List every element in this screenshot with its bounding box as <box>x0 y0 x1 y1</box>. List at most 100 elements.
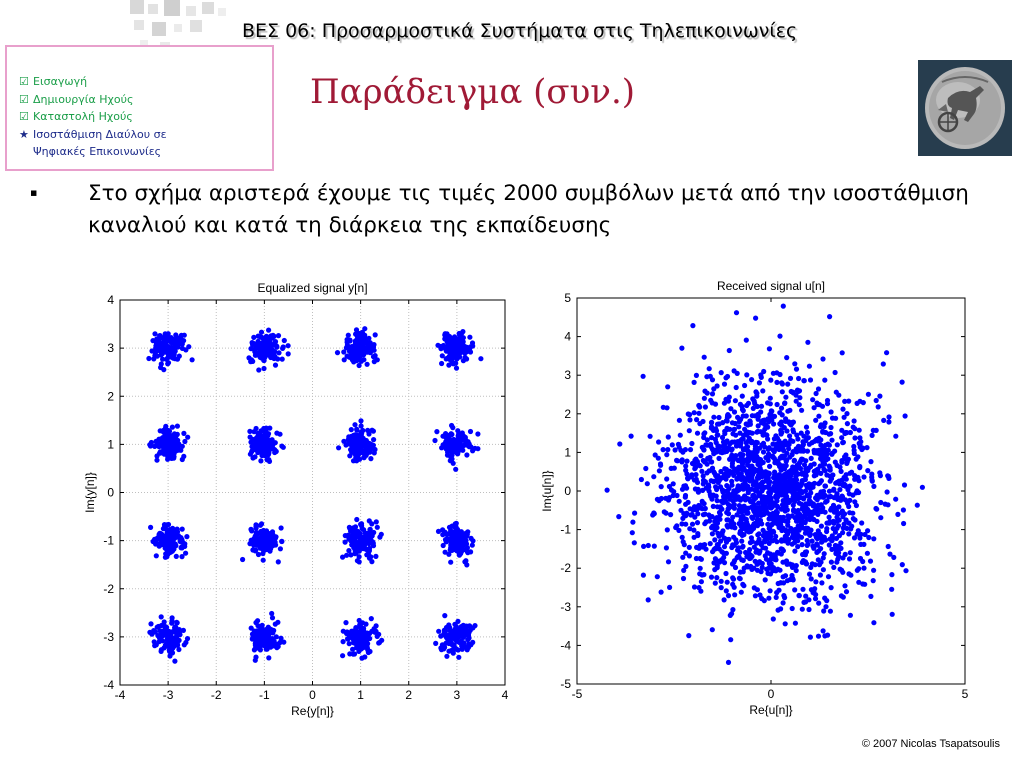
data-point <box>683 550 689 556</box>
data-point <box>736 424 742 430</box>
data-point <box>724 579 730 585</box>
data-point <box>342 533 348 539</box>
slide-title: Παράδειγμα (συν.) <box>310 72 636 112</box>
data-point <box>356 559 362 565</box>
data-point <box>801 462 808 468</box>
data-point <box>783 481 789 487</box>
data-point <box>709 391 716 397</box>
data-point <box>826 542 832 548</box>
data-point <box>729 460 735 467</box>
data-point <box>852 426 858 432</box>
y-tick-label: 5 <box>564 291 571 305</box>
data-point <box>772 457 778 463</box>
data-point <box>663 545 669 551</box>
data-point <box>746 496 752 502</box>
data-point <box>914 502 920 508</box>
data-point <box>443 640 449 646</box>
data-point <box>820 429 826 435</box>
data-point <box>857 435 863 441</box>
data-point <box>818 470 824 476</box>
data-point <box>843 452 849 458</box>
bullet-text: Στο σχήμα αριστερά έχουμε τις τιμές 2000… <box>88 181 969 238</box>
data-point <box>348 552 354 558</box>
data-point <box>367 531 373 537</box>
data-point <box>709 627 715 633</box>
data-point <box>780 600 786 606</box>
nav-item-continuation[interactable]: Ψηφιακές Επικοινωνίες <box>19 143 167 161</box>
nav-item-echo-cancellation[interactable]: ☑ Καταστολή Ηχούς <box>19 108 167 126</box>
data-point <box>790 427 796 433</box>
data-point <box>459 646 465 652</box>
data-point <box>350 646 356 652</box>
data-point <box>839 435 845 441</box>
data-point <box>166 635 172 641</box>
data-point <box>747 540 753 546</box>
data-point <box>647 433 653 439</box>
data-point <box>266 457 272 463</box>
data-point <box>720 500 726 506</box>
data-point <box>676 417 682 423</box>
data-point <box>799 606 805 612</box>
data-point <box>172 434 179 440</box>
nav-item-introduction[interactable]: ☑ Εισαγωγή <box>19 73 167 91</box>
data-point <box>781 504 788 510</box>
data-point <box>817 463 823 469</box>
nav-item-label: Εισαγωγή <box>33 75 88 88</box>
data-point <box>847 612 853 618</box>
data-point <box>172 658 178 664</box>
data-point <box>698 505 704 511</box>
data-point <box>718 506 724 512</box>
data-point <box>813 579 819 585</box>
data-point <box>165 450 171 456</box>
data-point <box>790 491 796 497</box>
data-point <box>169 548 175 554</box>
data-point <box>866 534 872 541</box>
data-point <box>170 525 176 531</box>
data-point <box>725 593 732 599</box>
data-point <box>762 577 768 583</box>
data-point <box>744 444 750 450</box>
data-point <box>843 476 849 482</box>
data-point <box>729 561 736 567</box>
data-point <box>736 554 742 560</box>
data-point <box>368 554 374 560</box>
data-point <box>690 323 696 329</box>
data-point <box>261 444 267 450</box>
data-point <box>838 468 844 474</box>
y-tick-label: -3 <box>103 630 114 644</box>
data-point <box>811 405 817 411</box>
nav-item-channel-equalization[interactable]: ★ Ισοστάθμιση Διαύλου σε <box>19 126 167 144</box>
data-point <box>717 532 723 538</box>
data-point <box>364 340 370 346</box>
data-point <box>273 448 279 454</box>
data-point <box>464 452 470 458</box>
data-point <box>367 526 373 532</box>
data-point <box>174 620 180 626</box>
data-point <box>821 551 827 557</box>
data-point <box>273 634 279 640</box>
data-point <box>828 409 834 415</box>
data-point <box>693 372 699 378</box>
data-point <box>893 433 899 439</box>
data-point <box>277 546 283 552</box>
data-point <box>148 439 154 446</box>
data-point <box>787 375 794 381</box>
data-point <box>704 374 710 380</box>
data-point <box>250 342 256 348</box>
data-point <box>828 424 834 431</box>
data-point <box>340 628 346 634</box>
data-point <box>785 522 791 528</box>
data-point <box>858 531 864 537</box>
data-point <box>630 519 636 525</box>
data-point <box>841 414 847 420</box>
data-point <box>604 487 610 493</box>
data-point <box>768 561 774 567</box>
data-point <box>753 549 759 555</box>
data-point <box>154 453 160 459</box>
data-point <box>709 377 716 383</box>
data-point <box>821 608 827 614</box>
data-point <box>701 478 707 484</box>
data-point <box>353 452 359 458</box>
nav-item-echo-generation[interactable]: ☑ Δημιουργία Ηχούς <box>19 91 167 109</box>
data-point <box>442 628 449 634</box>
